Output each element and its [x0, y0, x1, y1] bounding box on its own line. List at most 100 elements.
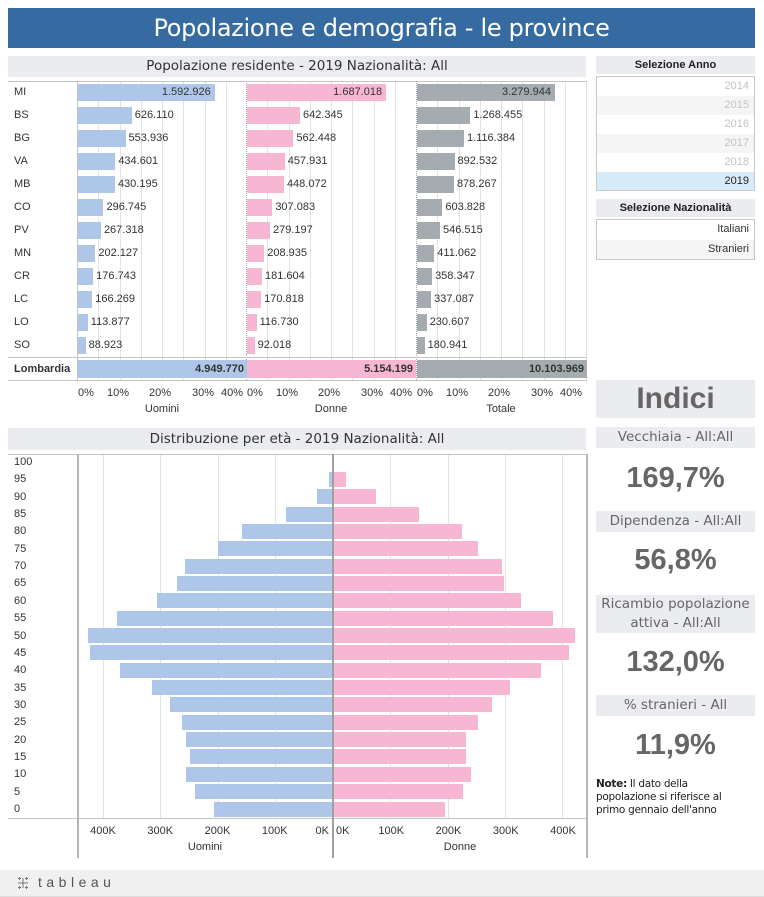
bar-women[interactable] — [247, 153, 285, 170]
pyramid-bar-men[interactable] — [186, 766, 332, 782]
year-option[interactable]: 2019 — [597, 172, 754, 190]
pyramid-bar-men[interactable] — [176, 575, 332, 591]
bar-women[interactable] — [247, 291, 262, 308]
bar-women[interactable] — [247, 130, 294, 147]
bar-value-label: 562.448 — [296, 132, 337, 144]
year-option[interactable]: 2017 — [597, 134, 754, 153]
tableau-logo[interactable]: tableau — [16, 874, 116, 891]
pyramid-bar-women[interactable] — [334, 801, 446, 817]
pyramid-bar-women[interactable] — [334, 645, 570, 661]
pyramid-bar-men[interactable] — [217, 541, 332, 557]
pyramid-bar-men[interactable] — [169, 697, 332, 713]
bar-total[interactable] — [417, 176, 454, 193]
bar-value-label: 448.072 — [286, 178, 327, 190]
pyramid-bar-women[interactable] — [334, 523, 463, 539]
nationality-filter-list[interactable]: Italiani Stranieri — [596, 219, 755, 260]
pyramid-bar-women[interactable] — [334, 680, 510, 696]
bar-men[interactable] — [78, 337, 86, 354]
pyramid-bar-men[interactable] — [151, 680, 332, 696]
bar-value-label: 166.269 — [95, 293, 136, 305]
pyramid-bar-men[interactable] — [317, 489, 332, 505]
bar-total[interactable] — [417, 199, 443, 216]
pyramid-bar-men[interactable] — [182, 714, 332, 730]
pyramid-bar-women[interactable] — [334, 541, 478, 557]
nationality-option[interactable]: Italiani — [597, 220, 754, 240]
year-option[interactable]: 2014 — [597, 77, 754, 96]
pyramid-bar-men[interactable] — [90, 645, 332, 661]
bar-men[interactable] — [78, 245, 96, 262]
pyramid-bar-men[interactable] — [190, 749, 332, 765]
pyramid-bar-men[interactable] — [186, 732, 332, 748]
nationality-option[interactable]: Stranieri — [597, 239, 754, 259]
pyramid-bar-men[interactable] — [116, 610, 332, 626]
pyramid-bar-women[interactable] — [334, 714, 478, 730]
bar-men[interactable] — [78, 199, 104, 216]
pyramid-bar-men[interactable] — [156, 593, 332, 609]
bar-women[interactable] — [247, 84, 387, 101]
pyramid-bar-women[interactable] — [334, 628, 576, 643]
pyramid-bar-women[interactable] — [334, 662, 541, 678]
age-label: 25 — [14, 716, 27, 729]
pyramid-bar-women[interactable] — [334, 749, 467, 765]
total-bar-women[interactable] — [247, 360, 416, 378]
bar-men[interactable] — [78, 130, 126, 147]
pyramid-bar-men[interactable] — [195, 784, 332, 800]
bar-men[interactable] — [78, 107, 132, 124]
pyramid-bar-women[interactable] — [334, 575, 505, 591]
bar-men[interactable] — [78, 268, 94, 285]
bar-total[interactable] — [417, 245, 435, 262]
bar-total[interactable] — [417, 291, 432, 308]
pyramid-bar-women[interactable] — [334, 471, 347, 487]
bar-women[interactable] — [247, 199, 273, 216]
pyramid-bar-men[interactable] — [184, 558, 332, 574]
pyramid-bar-men[interactable] — [87, 628, 332, 643]
bar-men[interactable] — [78, 314, 88, 331]
bar-women[interactable] — [247, 245, 265, 262]
zero-line — [246, 81, 247, 380]
bar-men[interactable] — [78, 176, 115, 193]
pyramid-bar-women[interactable] — [334, 610, 554, 626]
total-bar-men[interactable] — [78, 360, 247, 378]
pyramid-bar-men[interactable] — [329, 471, 332, 487]
pyramid-bar-women[interactable] — [334, 506, 420, 522]
bar-women[interactable] — [247, 222, 271, 239]
pyramid-bar-women[interactable] — [334, 593, 521, 609]
age-label: 20 — [14, 733, 27, 746]
year-option[interactable]: 2018 — [597, 153, 754, 172]
pyramid-bar-women[interactable] — [334, 558, 502, 574]
bar-men[interactable] — [78, 84, 215, 101]
bar-total[interactable] — [417, 337, 425, 354]
bar-total[interactable] — [417, 314, 427, 331]
total-bar-total[interactable] — [417, 360, 587, 378]
pyramid-bar-women[interactable] — [334, 766, 471, 782]
bar-value-label: 202.127 — [98, 247, 139, 259]
bar-women[interactable] — [247, 314, 257, 331]
bar-total[interactable] — [417, 84, 555, 101]
pyramid-bar-women[interactable] — [334, 489, 376, 505]
x-tick-label: 30% — [360, 387, 384, 399]
bar-men[interactable] — [78, 291, 93, 308]
pyramid-bar-men[interactable] — [119, 662, 332, 678]
year-filter-list[interactable]: 2014 2015 2016 2017 2018 2019 — [596, 76, 755, 191]
bar-women[interactable] — [247, 268, 262, 285]
bar-women[interactable] — [247, 176, 284, 193]
bar-women[interactable] — [247, 107, 300, 124]
pyramid-bar-men[interactable] — [285, 506, 332, 522]
bar-total[interactable] — [417, 268, 433, 285]
bar-total[interactable] — [417, 222, 440, 239]
year-option[interactable]: 2015 — [597, 96, 754, 115]
x-tick-label: 20% — [487, 387, 511, 399]
bar-women[interactable] — [247, 337, 255, 354]
bar-men[interactable] — [78, 153, 116, 170]
pyramid-bar-women[interactable] — [334, 784, 463, 800]
bar-total[interactable] — [417, 153, 455, 170]
year-option[interactable]: 2016 — [597, 115, 754, 134]
bar-total[interactable] — [417, 130, 464, 147]
pyramid-bar-women[interactable] — [334, 697, 492, 713]
pyramid-bar-men[interactable] — [241, 523, 332, 539]
bar-men[interactable] — [78, 222, 101, 239]
pyramid-bar-men[interactable] — [214, 801, 332, 817]
bar-total[interactable] — [417, 107, 471, 124]
pyramid-bar-women[interactable] — [334, 732, 467, 748]
province-label: BG — [14, 132, 30, 144]
